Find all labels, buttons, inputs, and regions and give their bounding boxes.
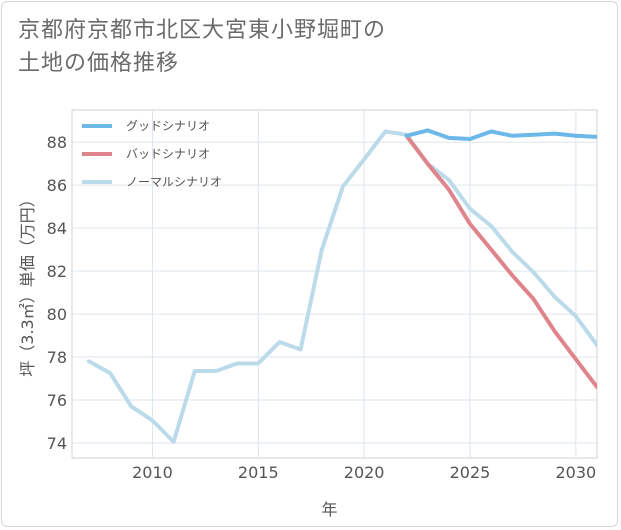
y-tick-label: 84 xyxy=(47,219,67,238)
x-tick-label: 2030 xyxy=(555,463,596,482)
series-line-good xyxy=(404,128,597,141)
y-tick-label: 88 xyxy=(47,133,67,152)
y-tick-label: 82 xyxy=(47,262,67,281)
chart-title-line1: 京都府京都市北区大宮東小野堀町の xyxy=(18,18,387,43)
x-tick-label: 2025 xyxy=(450,463,491,482)
y-tick-label: 86 xyxy=(47,176,67,195)
legend-label: ノーマルシナリオ xyxy=(126,175,222,189)
chart-title-line2: 土地の価格推移 xyxy=(18,51,180,76)
y-tick-label: 78 xyxy=(47,348,67,367)
series-line-bad xyxy=(404,133,597,390)
x-tick-label: 2015 xyxy=(238,463,279,482)
y-tick-label: 76 xyxy=(47,391,67,410)
legend-label: バッドシナリオ xyxy=(126,147,210,161)
x-axis-title: 年 xyxy=(321,500,337,519)
y-tick-label: 74 xyxy=(47,434,67,453)
y-axis-title: 坪（3.3㎡）単価（万円） xyxy=(18,191,37,376)
chart-title: 京都府京都市北区大宮東小野堀町の 土地の価格推移 xyxy=(18,14,518,80)
y-tick-label: 80 xyxy=(47,305,67,324)
legend-label: グッドシナリオ xyxy=(126,119,210,133)
x-tick-label: 2020 xyxy=(344,463,385,482)
x-tick-label: 2010 xyxy=(132,463,173,482)
series-line-normal xyxy=(86,129,597,444)
